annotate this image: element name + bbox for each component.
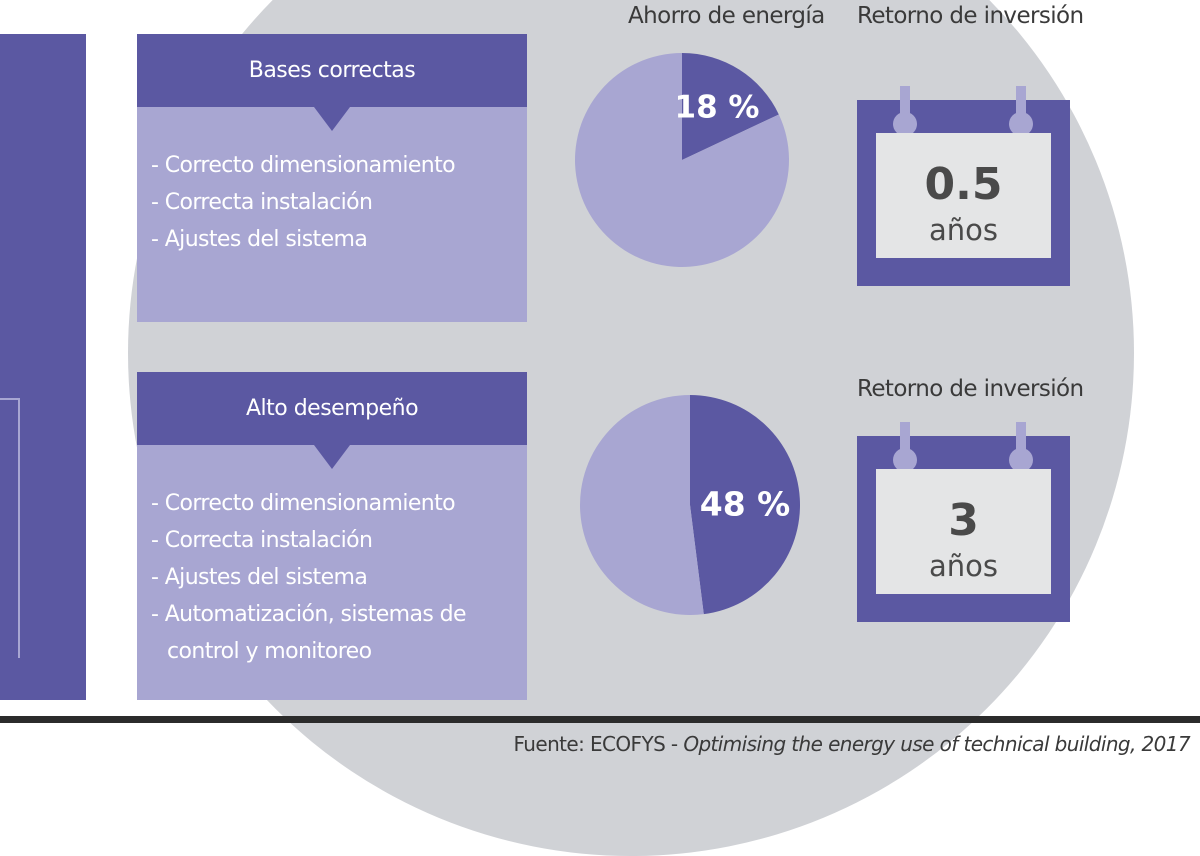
source-footer: Fuente: ECOFYS - Optimising the energy u…	[514, 732, 1191, 756]
calendar-ring	[1016, 422, 1026, 456]
pie-slice-rest	[575, 53, 789, 267]
roi-value: 3	[948, 495, 979, 546]
pie-slice-savings	[682, 53, 779, 160]
pie-chart-bottom: 48 %	[579, 395, 800, 615]
list-item: - Correcto dimensionamiento	[151, 153, 456, 178]
calendar-icon: 3 años	[857, 422, 1070, 622]
calendar-ring-dot	[1009, 112, 1033, 136]
roi-unit: años	[928, 549, 998, 583]
footer-source: Optimising the energy use of technical b…	[683, 732, 1190, 756]
list-item: - Ajustes del sistema	[151, 227, 368, 252]
footer-prefix: Fuente: ECOFYS -	[513, 732, 684, 756]
footer-rule	[0, 716, 1200, 723]
left-connector-line	[0, 398, 20, 658]
calendar-ring	[900, 422, 910, 456]
calendar-ring-dot	[1009, 448, 1033, 472]
list-item: - Correcta instalación	[151, 528, 373, 553]
panel-alto-desempeno: Alto desempeño - Correcto dimensionamien…	[137, 372, 527, 700]
roi-title-top: Retorno de inversión	[857, 3, 1084, 29]
feature-list: - Correcto dimensionamiento - Correcta i…	[151, 147, 527, 258]
panel-body: - Correcto dimensionamiento - Correcta i…	[137, 445, 527, 700]
pie-data-label: 48 %	[700, 485, 790, 524]
pie-chart-top: 18 %	[575, 53, 789, 267]
pie-slice-savings	[690, 395, 800, 615]
left-accent-bar	[0, 34, 86, 700]
panel-title: Bases correctas	[137, 34, 527, 131]
calendar-ring-dot	[893, 448, 917, 472]
pie-data-label: 18 %	[675, 90, 760, 126]
list-item: - Ajustes del sistema	[151, 565, 368, 590]
calendar-page: 3 años	[876, 469, 1051, 594]
roi-value: 0.5	[924, 159, 1003, 210]
calendar-ring	[900, 86, 910, 120]
calendar-ring	[1016, 86, 1026, 120]
list-item: - Correcto dimensionamiento	[151, 491, 456, 516]
panel-title: Alto desempeño	[137, 372, 527, 469]
feature-list: - Correcto dimensionamiento - Correcta i…	[151, 485, 527, 670]
list-item: - Correcta instalación	[151, 190, 373, 215]
calendar-icon: 0.5 años	[857, 86, 1070, 286]
savings-title: Ahorro de energía	[628, 3, 825, 29]
calendar-ring-dot	[893, 112, 917, 136]
roi-unit: años	[928, 213, 998, 247]
panel-body: - Correcto dimensionamiento - Correcta i…	[137, 107, 527, 322]
panel-bases-correctas: Bases correctas - Correcto dimensionamie…	[137, 34, 527, 322]
pie-slice-rest	[579, 395, 704, 615]
list-item: - Automatización, sistemas de control y …	[151, 602, 467, 664]
roi-title-bottom: Retorno de inversión	[857, 376, 1084, 402]
calendar-page: 0.5 años	[876, 133, 1051, 258]
